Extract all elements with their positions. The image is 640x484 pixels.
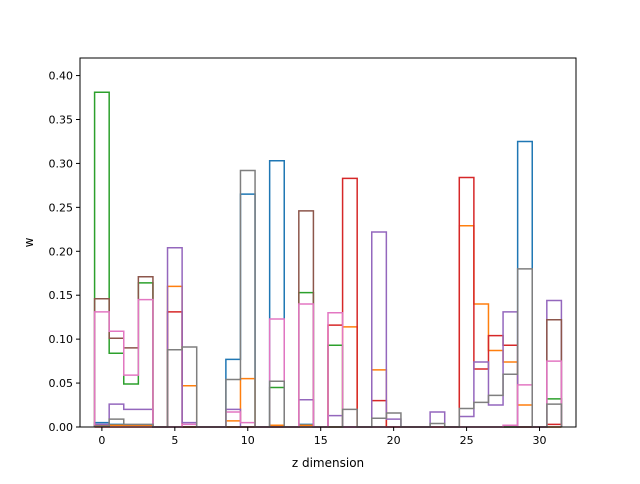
y-axis-ticks: 0.00 0.05 0.10 0.15 0.20 0.25 0.30 0.35 0.40 bbox=[49, 70, 80, 434]
x-tick-label: 0 bbox=[98, 434, 105, 447]
x-tick-label: 15 bbox=[314, 434, 328, 447]
x-tick-label: 25 bbox=[460, 434, 474, 447]
x-axis-ticks: 0 5 10 15 20 25 30 bbox=[98, 427, 547, 447]
series-7-step-line bbox=[93, 169, 563, 428]
y-tick-label: 0.25 bbox=[49, 201, 74, 214]
series-4-step-line bbox=[93, 231, 563, 428]
y-tick-label: 0.15 bbox=[49, 289, 74, 302]
x-axis-label: z dimension bbox=[292, 456, 364, 470]
y-tick-label: 0.20 bbox=[49, 245, 74, 258]
y-tick-label: 0.10 bbox=[49, 333, 74, 346]
y-tick-label: 0.30 bbox=[49, 157, 74, 170]
x-tick-label: 20 bbox=[387, 434, 401, 447]
y-tick-label: 0.40 bbox=[49, 70, 74, 83]
y-tick-label: 0.35 bbox=[49, 114, 74, 127]
y-tick-label: 0.00 bbox=[49, 421, 74, 434]
series-layer bbox=[93, 91, 563, 428]
y-tick-label: 0.05 bbox=[49, 377, 74, 390]
x-tick-label: 5 bbox=[171, 434, 178, 447]
y-axis-label: w bbox=[22, 237, 36, 247]
x-tick-label: 10 bbox=[241, 434, 255, 447]
plot-frame bbox=[79, 57, 577, 428]
x-tick-label: 30 bbox=[533, 434, 547, 447]
